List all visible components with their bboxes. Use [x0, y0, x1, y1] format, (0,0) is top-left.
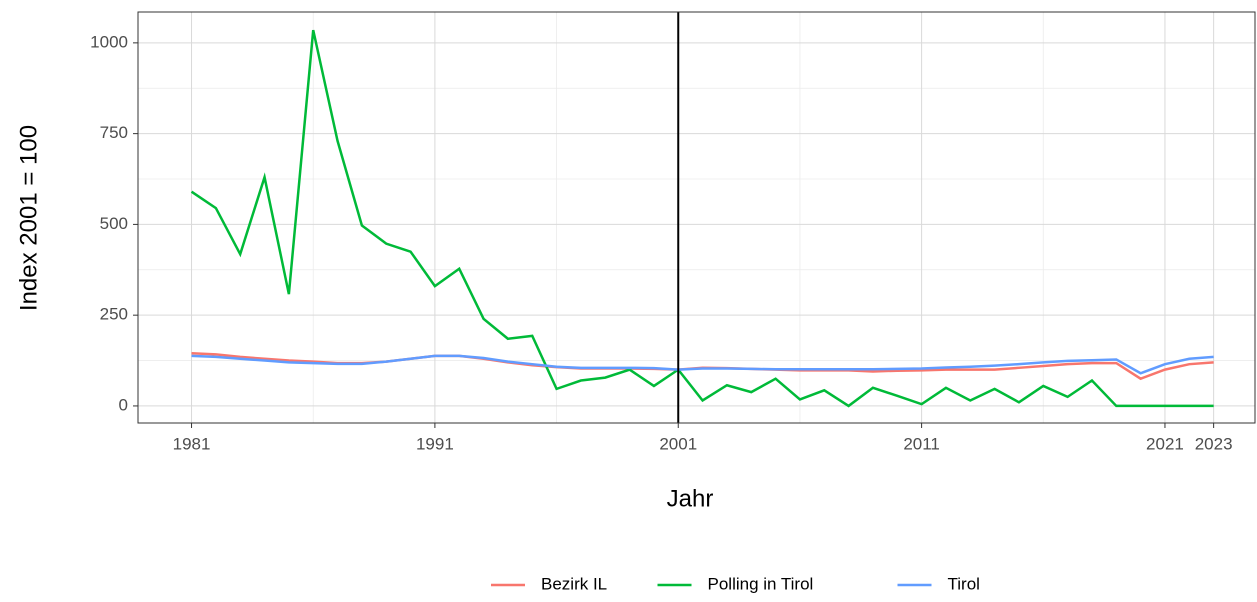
legend-label: Bezirk IL [541, 574, 607, 593]
x-tick-label: 2021 [1146, 434, 1184, 453]
y-tick-label: 750 [100, 123, 128, 142]
line-series [191, 354, 1214, 375]
y-tick-label: 1000 [90, 32, 128, 51]
x-tick-label: 1981 [173, 434, 211, 453]
y-axis-title: Index 2001 = 100 [15, 125, 42, 311]
y-tick-label: 500 [100, 214, 128, 233]
y-tick-label: 0 [119, 395, 128, 414]
legend-label: Tirol [948, 574, 980, 593]
panel-border [137, 11, 1256, 424]
x-tick-label: 1991 [416, 434, 454, 453]
legend-label: Polling in Tirol [708, 574, 814, 593]
y-tick-label: 250 [100, 305, 128, 324]
x-tick-label: 2023 [1195, 434, 1233, 453]
x-tick-label: 2001 [659, 434, 697, 453]
line-series [191, 352, 1214, 381]
x-axis-title: Jahr [667, 485, 714, 512]
line-series [190, 29, 1214, 408]
x-tick-label: 2011 [903, 434, 940, 453]
